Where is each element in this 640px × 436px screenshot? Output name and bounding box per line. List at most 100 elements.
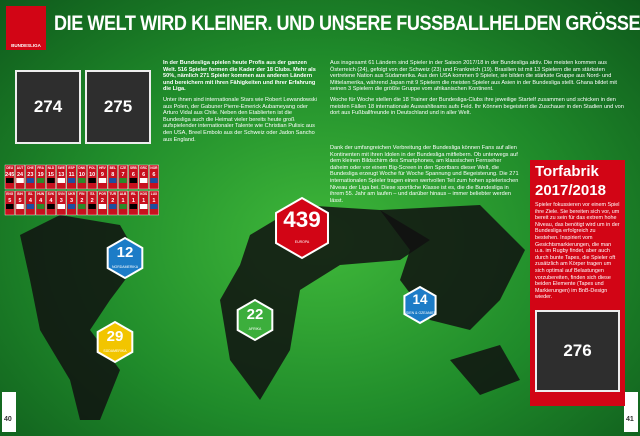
nation-code: SVK [48,192,55,196]
nation-cell [87,164,98,190]
nation-count: 13 [58,172,64,178]
nation-count: 2 [91,198,94,204]
nation-count: 11 [69,172,75,178]
flag [36,204,45,209]
nation-cell [87,190,98,216]
region-hex [403,285,437,325]
sticker-slot: 275 [85,70,151,144]
sticker-slot: 276 [535,310,620,392]
nation-count: 19 [38,172,44,178]
nation-cell [15,190,26,216]
nation-cell [148,190,159,216]
paragraph: In der Bundesliga spielen heute Profis a… [163,60,316,93]
league-logo: BUNDESLIGA [6,6,46,50]
region-label: NORDAMERIKA [112,265,139,269]
paragraph: Aus insgesamt 61 Ländern sind Spieler in… [330,60,617,93]
region-hex [275,196,329,260]
nation-count: 2 [80,198,83,204]
page-number: 40 [4,416,12,423]
nation-code: SWE [58,166,65,170]
logo-label: BUNDESLIGA [11,43,41,48]
page-corner [624,392,638,432]
region-count: 439 [283,207,321,232]
middle-text-2: Dank der umfangreichen Verbreitung der B… [330,145,520,208]
nation-cell [56,164,67,190]
nation-cell [118,190,129,216]
region-count: 29 [107,328,124,345]
nation-cell [107,190,118,216]
nation-count: 1 [152,198,155,204]
nation-code: NOR [150,166,158,170]
nation-count: 7 [122,172,125,178]
nation-cell [15,164,26,190]
flag [150,178,158,183]
flag [57,178,65,183]
flag [16,204,24,209]
nation-code: SVN [58,192,65,196]
oceania-shape [450,345,520,395]
nation-count: 3 [70,198,73,204]
nation-cell [35,190,46,216]
nation-code: UKR [68,192,76,196]
nation-code: NLD [48,166,55,170]
sidebar-subtitle: 2017/2018 [535,182,606,199]
nation-count: 8 [111,172,114,178]
page-corner [2,392,16,432]
flag [36,178,45,183]
region-hex [96,320,134,364]
nation-count: 4 [49,198,53,204]
nation-count: 4 [39,198,43,204]
flag [6,178,14,183]
nation-code: DEU [6,166,13,170]
flag [88,178,96,183]
flag [129,204,138,209]
sidebar-title: Torfabrik [535,163,599,180]
nation-count: 2 [101,198,104,204]
flag [98,178,107,183]
nation-cell [66,164,77,190]
flag [139,204,148,209]
nation-count: 1 [132,198,135,204]
flag [47,178,55,183]
nation-cell [4,164,15,190]
sticker-slot: 274 [15,70,81,144]
nation-cell [35,164,46,190]
nation-code: KOS [140,192,147,196]
nation-count: 24 [17,172,24,178]
flag [6,204,14,209]
nation-cell [25,164,36,190]
page-title: DIE WELT WIRD KLEINER. UND UNSERE FUSSBA… [54,12,640,35]
flag [16,178,24,183]
nation-cell [128,190,139,216]
nation-count: 2 [111,198,114,204]
flag [150,204,158,209]
nation-code: BIH [17,192,23,196]
nation-code: BEL [110,166,116,170]
flag [88,204,96,209]
flag [129,178,138,183]
flag [57,204,65,209]
nation-code: FIN [79,192,85,196]
nation-code: POR [99,192,107,196]
region-label: EUROPA [295,240,310,244]
nation-count: 1 [122,198,125,204]
nation-count: 15 [48,172,54,178]
nation-code: ESP [68,166,75,170]
nation-cell [76,190,87,216]
asia-shape [380,205,525,330]
nation-code: CZE [120,166,126,170]
nation-code: IRL [131,192,136,196]
nation-cell [25,190,36,216]
nation-count: 10 [79,172,85,178]
paragraph: Woche für Woche stellen die 18 Trainer d… [330,96,624,117]
nations-table: DEU245AUT24CHE23FRA19NLD15SWE13ESP11DNK1… [4,164,159,216]
nation-code: TUR [109,192,116,196]
left-text: In der Bundesliga spielen heute Profis a… [163,60,321,147]
paragraph: Unter ihnen sind internationale Stars wi… [163,96,317,143]
nation-cell [118,164,129,190]
nation-cell [66,190,77,216]
nation-code: HUN [37,192,45,196]
nation-code: AUT [17,166,24,170]
